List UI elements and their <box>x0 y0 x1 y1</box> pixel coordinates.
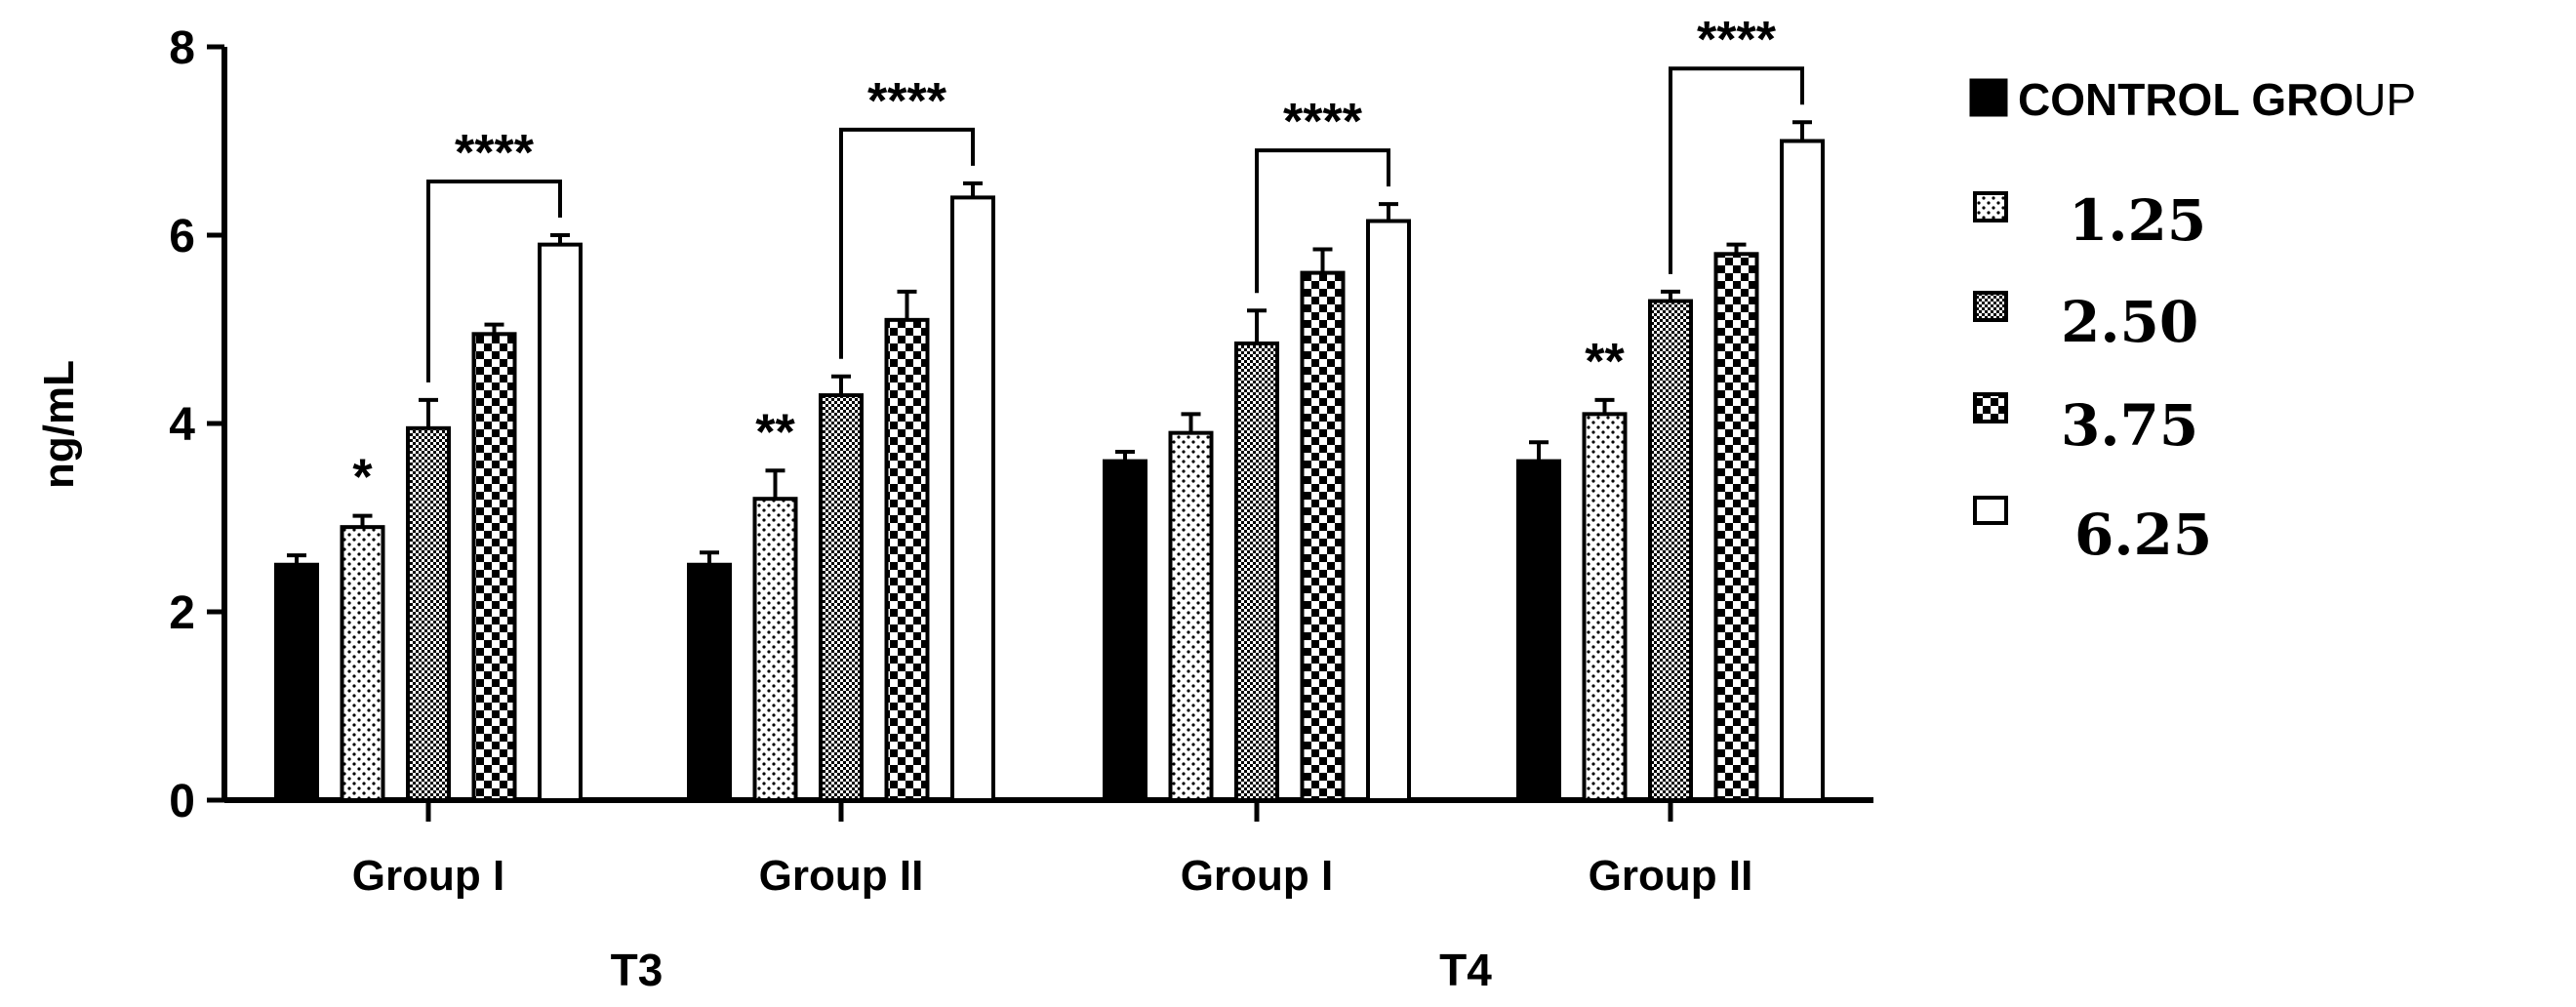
bar-t3-group-i-series-2 <box>406 425 451 802</box>
bar-t4-group-i-series-0 <box>1103 459 1147 802</box>
significance-bracket <box>1255 148 1390 294</box>
significance-bracket <box>1669 66 1804 274</box>
legend-label-control-bold: CONTROL GRO <box>2018 74 2354 125</box>
bar-t3-group-ii-series-3 <box>884 317 930 802</box>
x-tick-label: Group II <box>759 852 924 900</box>
y-tick-label: 4 <box>169 399 195 451</box>
bar-t3-group-ii-series-0 <box>687 562 732 802</box>
y-axis-label: ng/mL <box>35 360 83 489</box>
bar-t4-group-ii-series-3 <box>1713 252 1759 802</box>
significance-stars: ** <box>1585 334 1625 390</box>
bar-t3-group-i-series-3 <box>471 332 517 802</box>
bracket-stars: **** <box>1283 94 1363 150</box>
x-tick-label: Group I <box>352 852 504 900</box>
bar-t3-group-i-series-1 <box>340 525 385 803</box>
legend: CONTROL GROUP 1.25 2.50 3.75 6.25 <box>1969 74 2416 568</box>
bar-t4-group-i-series-1 <box>1168 430 1214 802</box>
bars <box>274 120 1825 822</box>
bar-t4-group-i-series-4 <box>1366 219 1411 802</box>
significance-bracket <box>839 127 975 359</box>
bar-t3-group-i-series-4 <box>538 242 583 802</box>
legend-label-3-75: 3.75 <box>2061 392 2198 459</box>
legend-swatch-2-50 <box>1973 291 2008 322</box>
super-category-label: T4 <box>1439 945 1492 995</box>
legend-label-control: CONTROL GROUP <box>2018 74 2416 125</box>
legend-label-1-25: 1.25 <box>2069 187 2206 254</box>
bar-t4-group-i-series-3 <box>1300 270 1346 803</box>
y-tick-label: 2 <box>169 587 195 639</box>
bar-t4-group-ii-series-4 <box>1780 139 1825 802</box>
bracket-stars: **** <box>867 73 947 130</box>
legend-swatch-control <box>1969 78 2008 117</box>
legend-label-6-25: 6.25 <box>2074 502 2212 568</box>
legend-swatch-3-75 <box>1973 392 2008 423</box>
legend-swatch-6-25 <box>1973 496 2008 525</box>
bar-t3-group-ii-series-2 <box>819 393 864 802</box>
x-tick-label: Group I <box>1181 852 1333 900</box>
significance-bracket <box>426 180 562 383</box>
bracket-stars: **** <box>455 125 535 181</box>
legend-label-control-regular: UP <box>2354 74 2416 125</box>
super-category-label: T3 <box>611 945 664 995</box>
bar-t3-group-ii-series-4 <box>950 195 995 802</box>
y-tick-label: 0 <box>169 776 195 827</box>
bar-t3-group-ii-series-1 <box>752 497 798 802</box>
y-axis-ticks: 0 2 4 6 8 <box>169 22 224 827</box>
bar-t3-group-i-series-0 <box>274 562 319 802</box>
x-axis-labels: Group I Group II Group I Group II T3 T4 <box>352 852 1753 995</box>
y-tick-label: 6 <box>169 211 195 262</box>
bracket-stars: **** <box>1697 12 1777 68</box>
bar-t4-group-ii-series-0 <box>1516 459 1561 802</box>
bar-t4-group-ii-series-2 <box>1648 299 1693 802</box>
y-tick-label: 8 <box>169 22 195 74</box>
bar-t4-group-ii-series-1 <box>1582 412 1628 802</box>
significance-stars: ** <box>755 404 795 461</box>
significance-stars: * <box>352 450 373 506</box>
bar-t4-group-i-series-2 <box>1234 341 1279 802</box>
legend-label-2-50: 2.50 <box>2061 289 2198 355</box>
legend-swatch-1-25 <box>1973 191 2008 222</box>
significance-annotations: ************* ******** <box>352 12 1804 506</box>
x-tick-label: Group II <box>1589 852 1753 900</box>
